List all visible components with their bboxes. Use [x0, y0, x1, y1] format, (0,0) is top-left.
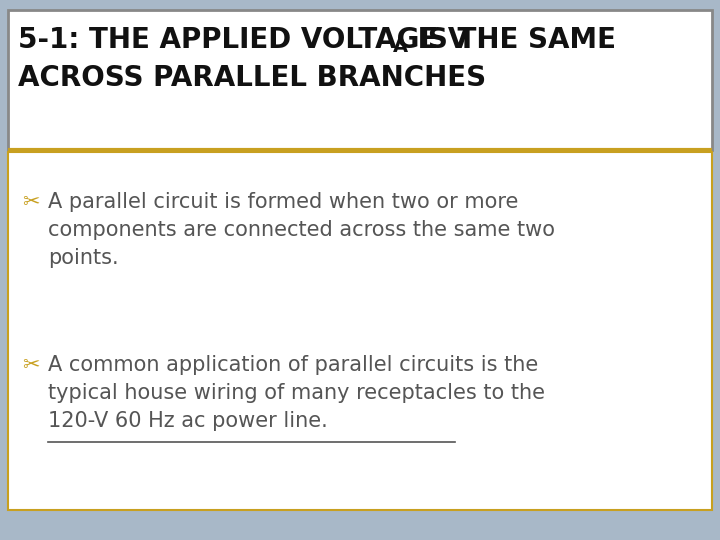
Text: ACROSS PARALLEL BRANCHES: ACROSS PARALLEL BRANCHES: [18, 64, 486, 92]
FancyBboxPatch shape: [8, 152, 712, 510]
Text: A: A: [393, 37, 408, 56]
Text: IS THE SAME: IS THE SAME: [408, 26, 616, 54]
Text: ✂: ✂: [22, 355, 40, 375]
Text: ✂: ✂: [22, 192, 40, 212]
FancyBboxPatch shape: [8, 10, 712, 150]
Text: 5-1: THE APPLIED VOLTAGE V: 5-1: THE APPLIED VOLTAGE V: [18, 26, 469, 54]
Text: A parallel circuit is formed when two or more
components are connected across th: A parallel circuit is formed when two or…: [48, 192, 555, 268]
Text: A common application of parallel circuits is the
typical house wiring of many re: A common application of parallel circuit…: [48, 355, 545, 431]
